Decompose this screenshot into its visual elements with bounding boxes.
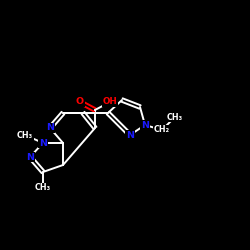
Text: CH₃: CH₃ bbox=[17, 130, 33, 140]
Text: N: N bbox=[26, 152, 34, 162]
Text: N: N bbox=[141, 120, 149, 130]
Text: OH: OH bbox=[103, 98, 118, 106]
Text: N: N bbox=[46, 124, 54, 132]
Text: N: N bbox=[126, 130, 134, 140]
Text: CH₃: CH₃ bbox=[35, 184, 51, 192]
Text: N: N bbox=[39, 138, 47, 147]
Text: CH₃: CH₃ bbox=[167, 112, 183, 122]
Text: CH₂: CH₂ bbox=[154, 126, 170, 134]
Text: O: O bbox=[76, 98, 84, 106]
